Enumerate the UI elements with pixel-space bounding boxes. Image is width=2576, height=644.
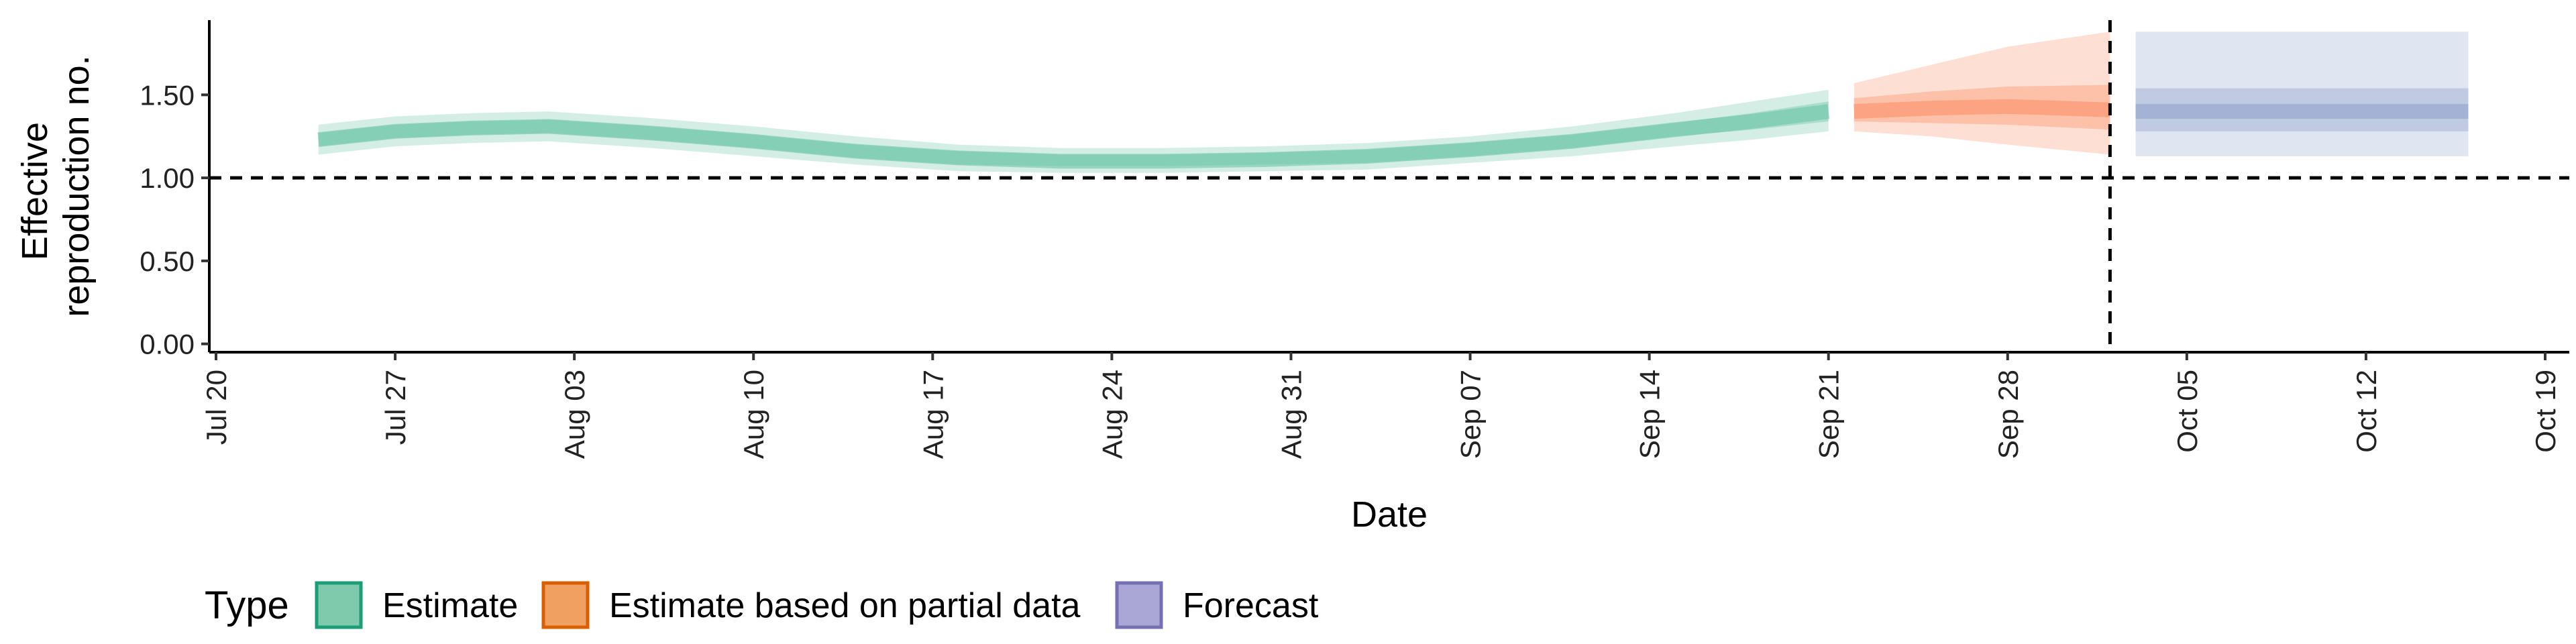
y-tick-label: 1.00 [140,162,195,194]
x-axis-ticks: Jul 20 Jul 27 Aug 03 Aug 10 Aug 17 Aug 24 Aug … [201,352,2561,459]
x-tick-label: Oct 19 [2530,370,2561,453]
x-tick-label: Oct 12 [2351,370,2382,453]
legend-label: Forecast [1183,586,1319,625]
x-tick-label: Oct 05 [2171,370,2203,453]
median-estimate-based-on-partial-data [1854,99,2110,119]
y-axis-title: Effective reproduction no. [15,55,97,317]
y-axis-title-line-1: Effective [15,122,55,260]
legend: Type Estimate Estimate based on partial da… [205,581,1319,629]
y-axis-title-line-2: reproduction no. [56,55,97,317]
x-tick-label: Aug 31 [1276,370,1307,459]
x-tick-label: Sep 14 [1634,370,1666,459]
y-tick-label: 0.00 [140,329,195,360]
x-tick-label: Sep 21 [1813,370,1845,459]
y-tick-label: 1.50 [140,79,195,111]
x-tick-label: Sep 07 [1455,370,1487,459]
x-tick-label: Aug 10 [738,370,769,459]
band-90-forecast [2135,32,2469,156]
median-lines [317,99,2469,169]
x-axis-title: Date [1351,494,1428,535]
x-tick-label: Sep 28 [1992,370,2024,459]
legend-label: Estimate based on partial data [609,586,1081,625]
legend-key [315,581,363,629]
legend-key [541,581,590,629]
x-tick-label: Jul 27 [380,370,411,445]
y-axis-ticks: 0.00 0.50 1.00 1.50 [140,79,209,360]
band-90-estimate-based-on-partial-data [1854,32,2110,155]
x-tick-label: Aug 17 [917,370,949,459]
x-tick-label: Jul 20 [201,370,232,445]
legend-title: Type [205,584,289,627]
median-estimate [317,104,1830,169]
x-tick-label: Aug 24 [1096,370,1128,459]
y-tick-label: 0.50 [140,246,195,277]
legend-label: Estimate [382,586,518,625]
legend-key [1115,581,1163,629]
x-tick-label: Aug 03 [559,370,590,459]
